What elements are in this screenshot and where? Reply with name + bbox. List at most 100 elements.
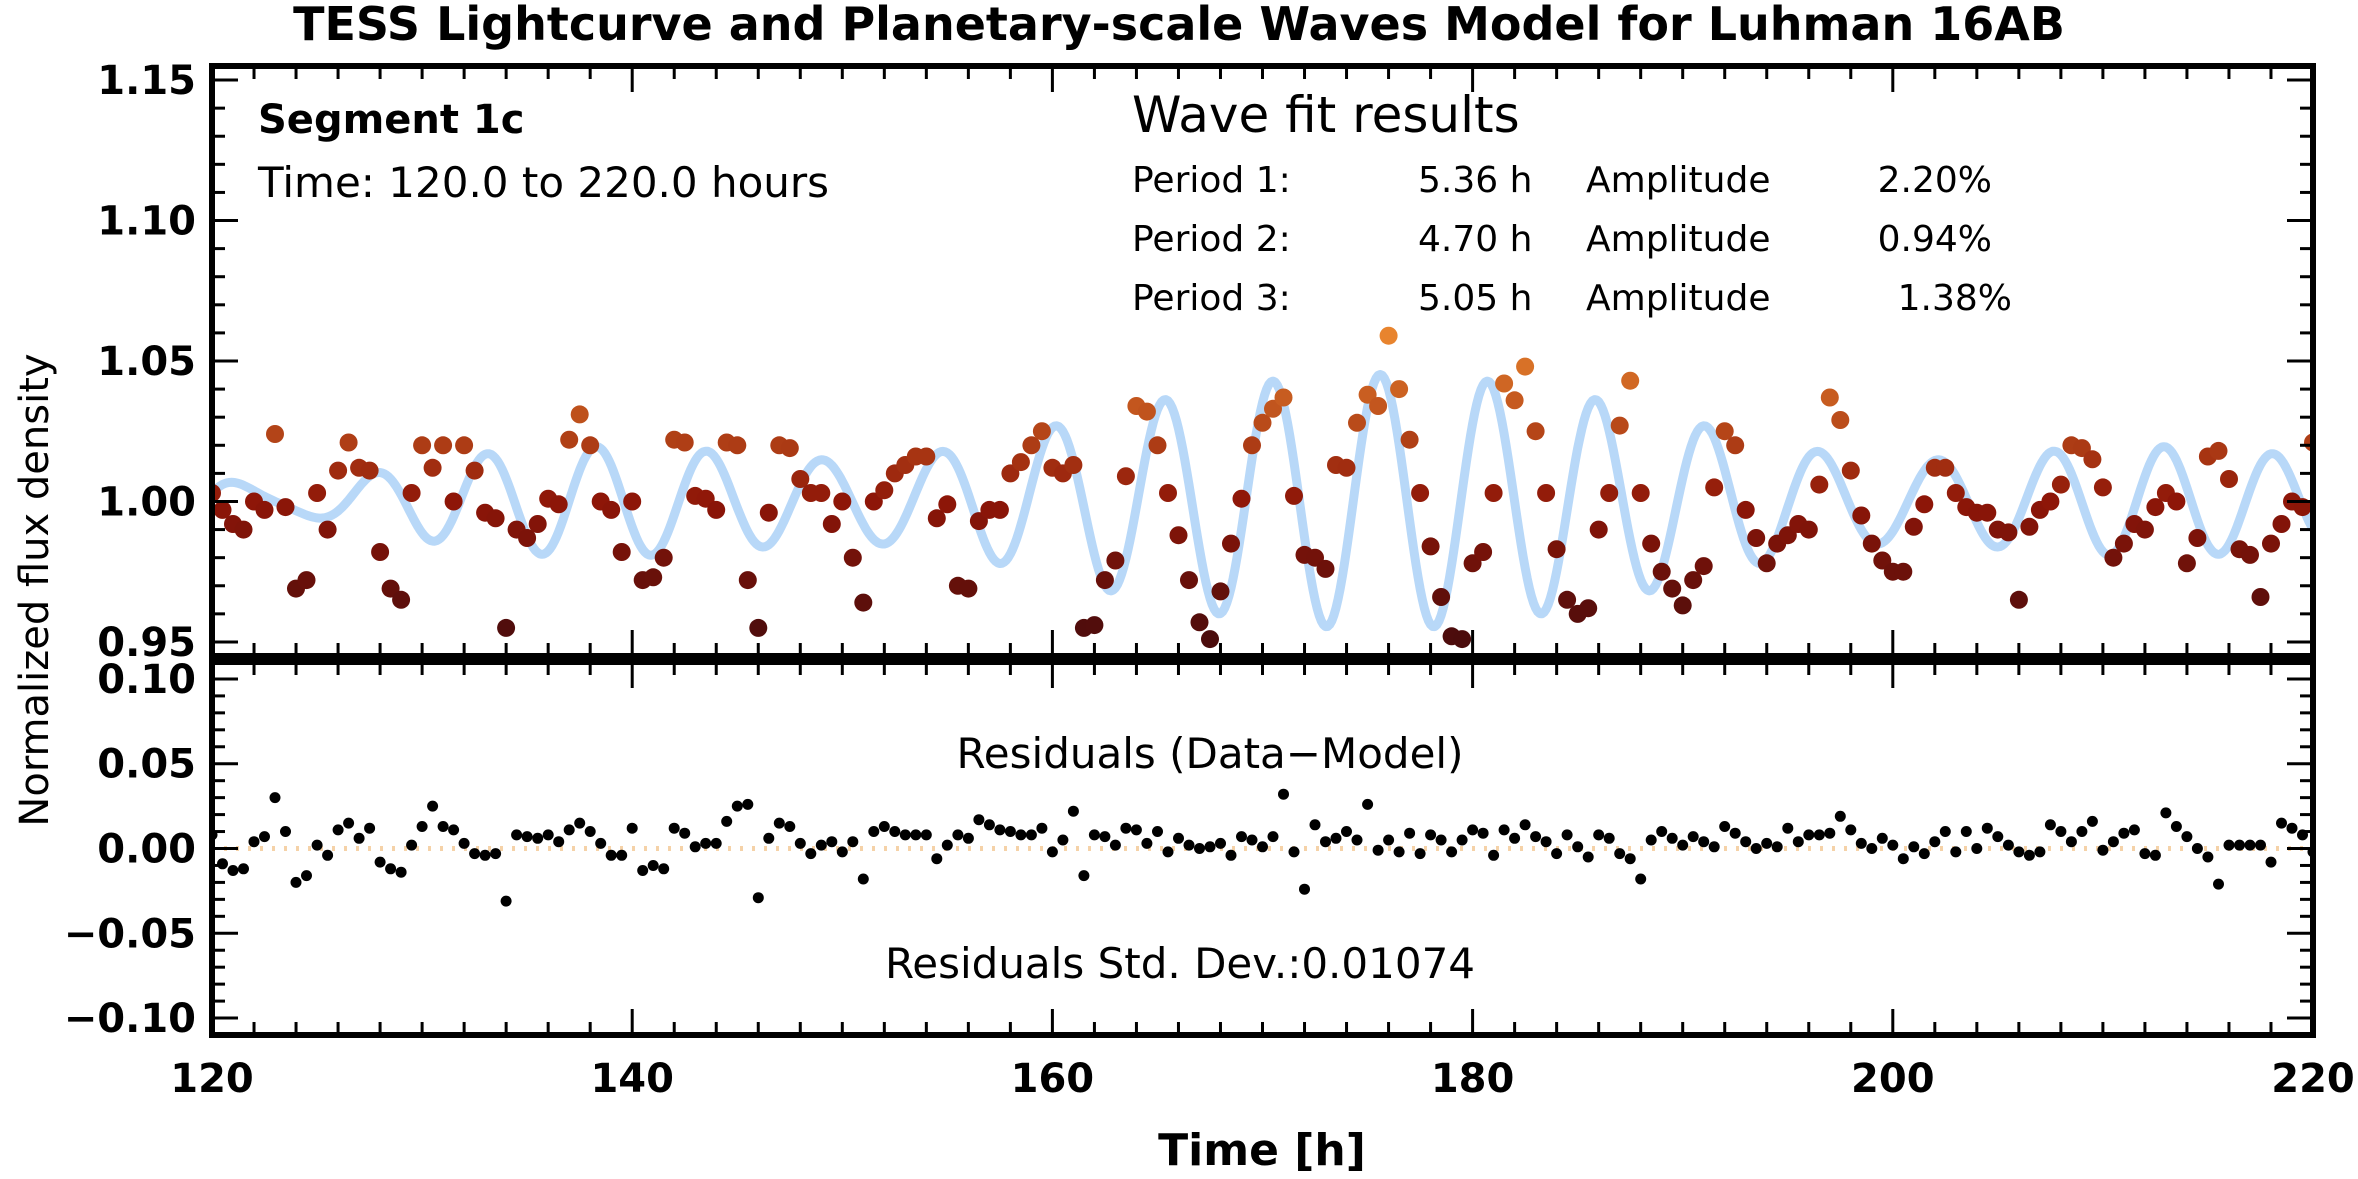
residual-data-point — [1141, 837, 1153, 849]
x-axis-label: Time [h] — [1158, 1125, 1366, 1176]
residual-data-point — [2191, 843, 2203, 854]
flux-data-point — [938, 495, 957, 514]
residual-data-point — [1729, 827, 1741, 839]
residual-data-point — [731, 800, 743, 812]
residual-data-point — [1057, 834, 1069, 846]
bottom-panel: 0.10 0.05 0.00 −0.05 −0.10 120 140 160 180 200 22… — [64, 657, 2355, 1102]
residual-data-point — [490, 848, 502, 860]
flux-data-point — [1137, 402, 1156, 421]
residual-data-point — [1204, 841, 1216, 853]
residual-data-point — [1330, 832, 1342, 844]
flux-data-point — [1064, 456, 1083, 474]
residual-data-point — [406, 839, 418, 851]
residual-data-point — [1950, 846, 1962, 858]
flux-data-point — [455, 436, 474, 455]
fit-amplitude-label: Amplitude — [1586, 160, 1770, 201]
x-tick-labels: 120 140 160 180 200 220 — [170, 1056, 2355, 1102]
residual-data-point — [238, 863, 249, 875]
residual-data-point — [1109, 839, 1121, 851]
flux-data-point — [927, 509, 946, 528]
fit-result-row: Period 3: 5.05 h Amplitude 1.38% — [1132, 278, 2012, 319]
flux-data-point — [1526, 422, 1545, 441]
flux-data-point — [1841, 461, 1860, 480]
residual-data-point — [1488, 849, 1500, 861]
flux-data-point — [2104, 548, 2123, 567]
y-tick-label: 0.05 — [97, 742, 196, 788]
fit-period-label: Period 1: — [1132, 160, 1291, 201]
flux-data-point — [1904, 517, 1923, 536]
y-tick-label: 1.00 — [97, 480, 196, 526]
x-tick-label: 140 — [590, 1056, 674, 1102]
residual-data-point — [1614, 848, 1626, 860]
flux-data-point — [1663, 579, 1682, 598]
flux-data-point — [1180, 571, 1198, 590]
residual-data-point — [2234, 839, 2245, 851]
residual-data-point — [290, 876, 302, 888]
flux-data-point — [2009, 590, 2028, 609]
residual-data-point — [2181, 831, 2193, 843]
flux-data-point — [780, 439, 799, 458]
residual-data-point — [1887, 839, 1899, 851]
bottom-y-tick-labels: 0.10 0.05 0.00 −0.05 −0.10 — [64, 657, 196, 1042]
segment-label: Segment 1c — [258, 97, 524, 143]
flux-data-point — [2051, 475, 2070, 494]
residual-data-point — [1813, 829, 1825, 841]
residual-data-point — [1088, 829, 1100, 841]
residual-data-point — [1855, 837, 1867, 849]
residual-data-point — [1498, 824, 1510, 836]
residual-data-point — [1025, 829, 1037, 841]
flux-data-point — [1032, 422, 1051, 441]
residuals-std-label: Residuals Std. Dev.:0.01074 — [885, 939, 1475, 988]
residual-data-point — [2076, 826, 2088, 837]
residual-data-point — [1046, 846, 1058, 858]
residual-data-point — [1876, 832, 1888, 844]
flux-data-point — [423, 458, 442, 477]
residual-data-point — [1593, 829, 1605, 841]
flux-data-point — [1484, 484, 1503, 502]
residual-data-point — [1824, 827, 1836, 839]
flux-data-point — [2188, 529, 2207, 547]
fit-period-label: Period 2: — [1132, 219, 1291, 260]
residual-data-point — [469, 848, 481, 860]
residual-data-point — [1288, 846, 1300, 858]
residual-data-point — [2107, 836, 2119, 848]
flux-data-point — [308, 484, 327, 502]
residual-data-point — [1435, 834, 1447, 846]
residual-data-point — [2097, 844, 2109, 856]
residual-data-point — [280, 826, 291, 837]
flux-data-point — [602, 500, 621, 519]
top-axis-ticks — [210, 66, 2315, 656]
residual-data-point — [1939, 826, 1951, 837]
residual-data-point — [1194, 843, 1205, 854]
residual-data-point — [1918, 848, 1930, 860]
fit-amplitude-label: Amplitude — [1586, 219, 1770, 260]
residual-data-point — [700, 837, 712, 849]
residual-data-point — [584, 826, 596, 837]
residual-data-point — [1267, 831, 1279, 843]
flux-data-point — [1736, 500, 1755, 519]
flux-data-point — [675, 433, 694, 452]
flux-data-point — [2114, 534, 2133, 553]
residual-data-point — [1971, 843, 1983, 854]
residual-data-point — [259, 831, 270, 843]
residual-data-point — [416, 821, 428, 832]
residual-data-point — [1425, 829, 1437, 841]
residual-data-point — [1446, 846, 1458, 858]
flux-data-point — [1684, 571, 1703, 590]
residual-data-point — [973, 814, 985, 826]
residual-data-point — [910, 829, 922, 841]
flux-data-point — [1820, 388, 1839, 407]
residual-data-point — [668, 822, 680, 834]
flux-data-point — [1285, 486, 1303, 505]
residual-data-point — [2223, 839, 2235, 851]
residual-data-point — [962, 832, 974, 844]
flux-data-point — [518, 529, 537, 547]
bottom-axis-ticks — [210, 660, 2315, 1037]
residual-data-point — [1929, 836, 1941, 848]
residual-data-point — [1645, 834, 1657, 846]
flux-data-point — [465, 461, 484, 480]
residual-data-point — [385, 863, 397, 875]
residual-data-point — [1467, 824, 1479, 836]
flux-data-point — [1379, 326, 1398, 345]
